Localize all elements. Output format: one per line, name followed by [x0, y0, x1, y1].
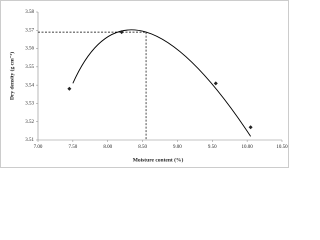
y-tick-label: 3.55: [25, 65, 34, 70]
y-axis-label: Dry density (g cm⁻³): [8, 52, 15, 100]
x-tick-label: 10.00: [242, 145, 254, 150]
point: [213, 81, 218, 86]
y-tick-label: 3.51: [25, 138, 34, 143]
y-tick-label: 3.58: [25, 10, 34, 15]
point: [67, 86, 72, 91]
x-tick-label: 10.50: [276, 145, 288, 150]
point: [248, 125, 253, 130]
y-tick-label: 3.53: [25, 102, 34, 107]
fit-curve: [72, 29, 252, 137]
x-axis-label: Moisture content (%): [133, 156, 184, 163]
x-tick-label: 7.50: [68, 145, 77, 150]
chart: Moisture content (%) Dry density (g cm⁻³…: [0, 0, 289, 168]
x-tick-label: 9.50: [208, 145, 217, 150]
x-tick-label: 7.00: [34, 145, 43, 150]
y-tick-label: 3.52: [25, 120, 34, 125]
x-tick-label: 9.00: [173, 145, 182, 150]
x-tick-label: 8.50: [138, 145, 147, 150]
x-tick-label: 8.00: [103, 145, 112, 150]
point: [119, 30, 124, 35]
y-tick-label: 3.56: [25, 47, 34, 52]
y-tick-label: 3.57: [25, 28, 34, 33]
frame: [0, 0, 289, 168]
y-tick-label: 3.54: [25, 83, 34, 88]
